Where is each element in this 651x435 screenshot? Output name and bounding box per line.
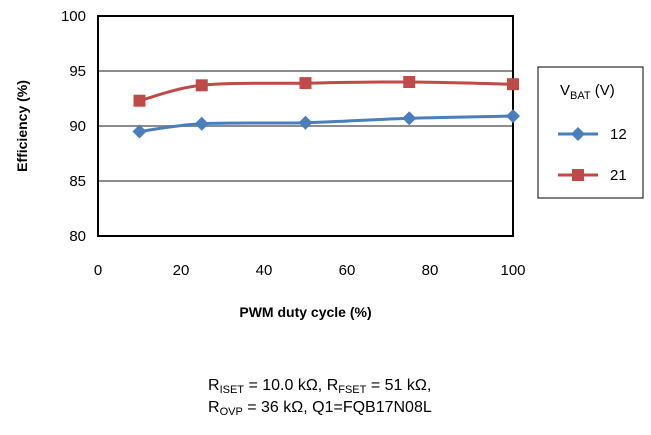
- legend-title-suffix: (V): [591, 82, 615, 99]
- caption-segment: R: [208, 399, 220, 416]
- caption-line-1: RISET = 10.0 kΩ, RFSET = 51 kΩ,: [208, 376, 431, 396]
- y-tick-label-1: 85: [69, 173, 86, 190]
- data-point-21-1: [195, 79, 208, 92]
- y-tick-label-3: 95: [69, 63, 86, 80]
- caption-segment: OVP: [219, 406, 243, 418]
- x-tick-label-0: 0: [94, 262, 102, 279]
- x-tick-labels: 0 20 40 60 80 100: [94, 262, 526, 279]
- x-tick-label-4: 80: [422, 262, 439, 279]
- plot-area: [97, 15, 514, 237]
- caption-segment: ISET: [219, 384, 245, 396]
- legend-entry-21: 21: [558, 167, 627, 184]
- data-point-21-4: [507, 78, 519, 91]
- x-tick-label-2: 40: [256, 262, 273, 279]
- legend-title: VBAT (V): [560, 82, 615, 102]
- y-tick-label-2: 90: [69, 118, 86, 135]
- caption-line-2: ROVP = 36 kΩ, Q1=FQB17N08L: [208, 398, 432, 418]
- y-axis-title: Efficiency (%): [14, 80, 30, 172]
- x-tick-label-1: 20: [173, 262, 190, 279]
- data-point-21-2: [299, 77, 312, 90]
- series-21: [133, 76, 519, 107]
- y-tick-label-0: 80: [69, 228, 86, 245]
- caption-segment: = 10.0 kΩ, R: [244, 377, 339, 394]
- x-tick-label-5: 100: [500, 262, 525, 279]
- caption-segment: = 36 kΩ, Q1=FQB17N08L: [242, 399, 432, 416]
- caption-segment: R: [208, 377, 220, 394]
- legend-label-21: 21: [610, 167, 627, 184]
- data-point-12-2: [298, 115, 313, 130]
- y-tick-labels: 80 85 90 95 100: [61, 8, 86, 245]
- series-line-21: [139, 80, 514, 103]
- legend-title-main: V: [560, 82, 570, 99]
- data-point-21-3: [403, 76, 416, 88]
- legend-marker-12: [571, 127, 585, 141]
- data-point-21-0: [133, 94, 146, 107]
- series-lines: [132, 76, 520, 139]
- legend-entries: 12 21: [558, 126, 627, 184]
- legend-title-sub: BAT: [570, 90, 591, 102]
- data-point-12-0: [132, 124, 147, 139]
- legend: VBAT (V) 12 21: [537, 66, 644, 199]
- legend-label-12: 12: [610, 126, 627, 143]
- x-axis-title: PWM duty cycle (%): [239, 304, 371, 320]
- legend-entry-12: 12: [558, 126, 627, 143]
- caption-segment: = 51 kΩ,: [366, 377, 432, 394]
- caption-segment: FSET: [338, 384, 367, 396]
- series-12: [132, 109, 520, 139]
- y-tick-label-4: 100: [61, 8, 86, 25]
- data-point-12-1: [194, 116, 209, 131]
- x-tick-label-3: 60: [339, 262, 356, 279]
- data-point-12-4: [506, 109, 520, 124]
- legend-marker-21: [572, 169, 584, 181]
- data-point-12-3: [402, 111, 417, 126]
